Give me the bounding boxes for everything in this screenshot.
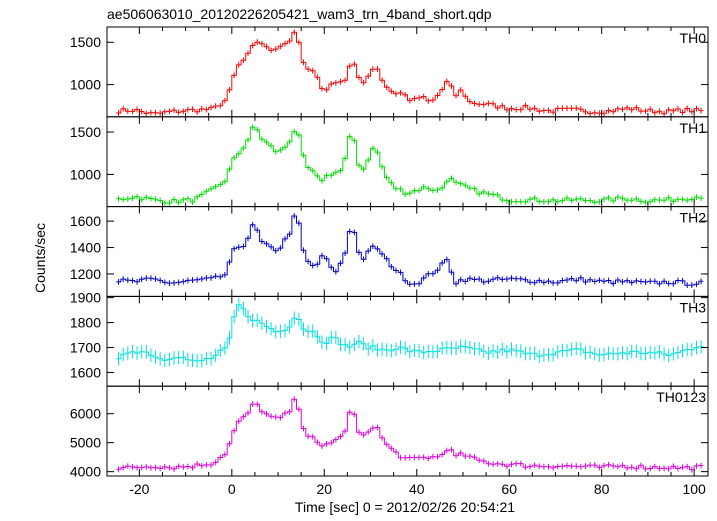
panel-th0: 1000 1500 TH0	[70, 26, 709, 118]
panel-data	[116, 297, 704, 368]
y-tick-label: 1500	[70, 34, 101, 50]
panel-data	[116, 213, 704, 289]
y-tick-label: 1600	[70, 213, 101, 229]
series-line	[116, 31, 704, 115]
y-tick-label: 1600	[70, 364, 101, 380]
x-tick-label: -20	[129, 481, 149, 497]
series-line	[116, 126, 704, 204]
panel-th0123: 4000 5000 6000 TH0123	[70, 385, 709, 480]
series-line	[116, 215, 704, 286]
panel-frame	[106, 295, 709, 387]
y-tick-label: 1400	[70, 240, 101, 256]
panel-th3: 1600 1700 1800 1900 TH3	[70, 290, 709, 387]
panel-frame	[106, 26, 709, 118]
panel-data	[116, 396, 704, 473]
panel-label: TH2	[680, 210, 707, 226]
panel-th1: 1000 1500 TH1	[70, 116, 709, 208]
chart-title: ae506063010_20120226205421_wam3_trn_4ban…	[107, 6, 492, 22]
x-tick-label: 0	[228, 481, 236, 497]
x-tick-label: 20	[316, 481, 332, 497]
x-tick-label: 100	[682, 481, 706, 497]
y-tick-label: 1500	[70, 124, 101, 140]
x-tick-label: 80	[594, 481, 610, 497]
y-tick-label: 4000	[70, 464, 101, 480]
y-tick-label: 1000	[70, 166, 101, 182]
panel-data	[116, 29, 704, 117]
panel-label: TH3	[680, 299, 707, 315]
series-line	[116, 398, 704, 471]
y-axis-label: Counts/sec	[32, 223, 48, 293]
x-axis-label: Time [sec] 0 = 2012/02/26 20:54:21	[295, 499, 515, 515]
panel-th2: 1200 1400 1600 TH2	[70, 206, 709, 297]
y-tick-label: 1700	[70, 340, 101, 356]
y-tick-label: 6000	[70, 406, 101, 422]
y-tick-label: 1200	[70, 266, 101, 282]
y-tick-label: 1800	[70, 315, 101, 331]
panel-frame	[106, 385, 709, 477]
panel-label: TH0	[680, 30, 707, 46]
x-tick-label: 60	[501, 481, 517, 497]
series-line	[116, 304, 704, 362]
panel-label: TH1	[680, 120, 707, 136]
y-tick-label: 1000	[70, 77, 101, 93]
y-tick-label: 5000	[70, 435, 101, 451]
y-tick-label: 1900	[70, 290, 101, 306]
panel-data	[116, 124, 704, 206]
panel-label: TH0123	[656, 389, 706, 405]
x-tick-label: 40	[409, 481, 425, 497]
